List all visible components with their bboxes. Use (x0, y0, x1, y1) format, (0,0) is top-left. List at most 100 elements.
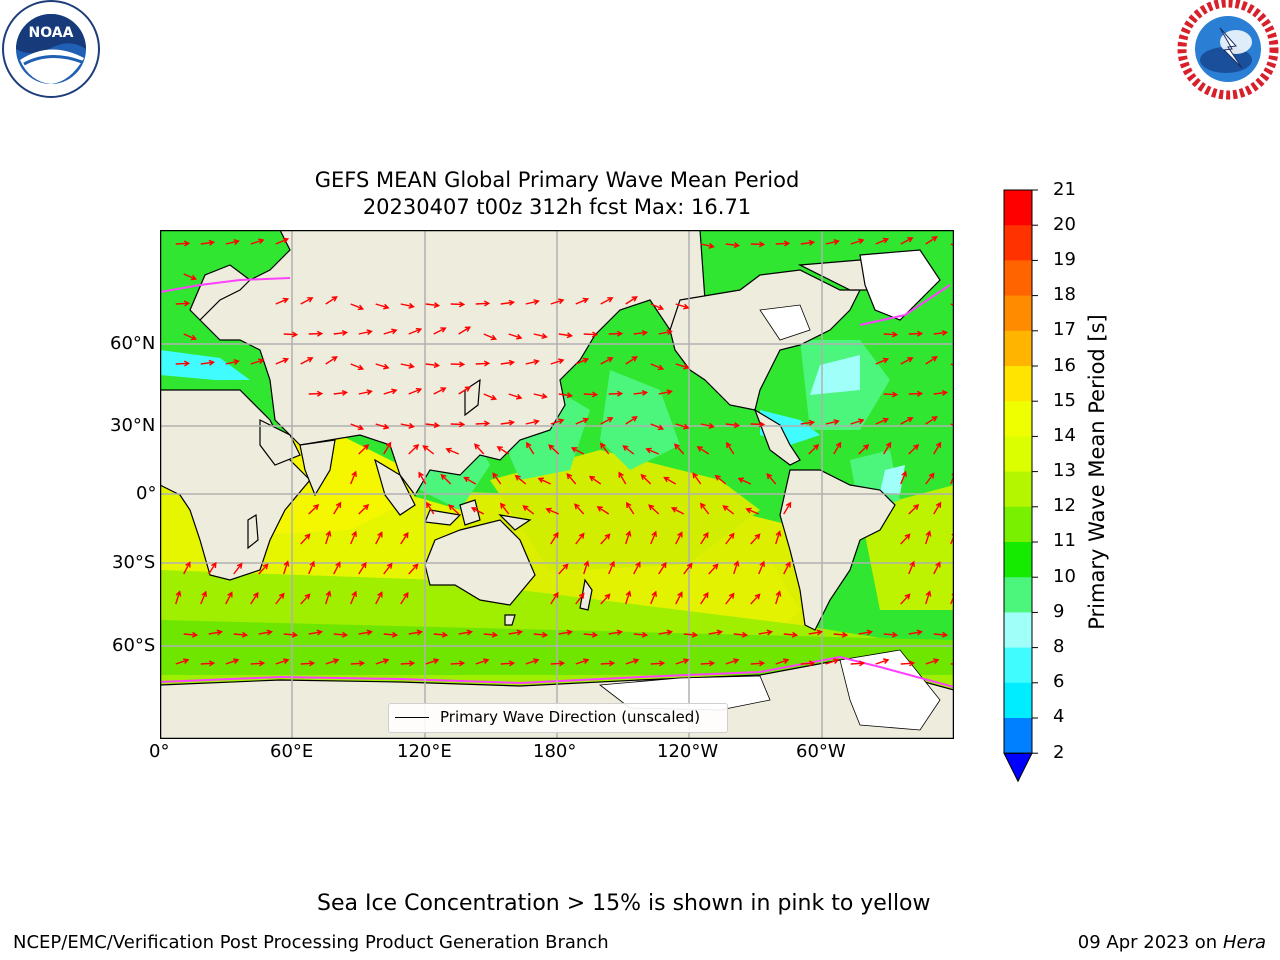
wave-direction-arrow (700, 660, 716, 667)
wave-direction-arrow (683, 562, 693, 575)
y-tick-label: 60°S (112, 635, 156, 656)
wave-direction-arrow (800, 660, 816, 667)
wave-direction-arrow (933, 329, 949, 336)
wave-direction-arrow (750, 660, 766, 667)
colorbar-segment (1004, 260, 1032, 297)
wave-direction-arrow (225, 359, 240, 365)
wave-direction-arrow (658, 629, 673, 636)
wave-direction-arrow (725, 422, 741, 429)
wave-direction-arrow (900, 417, 914, 425)
wave-direction-arrow (925, 530, 932, 545)
wave-direction-arrow (783, 561, 791, 575)
wave-direction-arrow (175, 240, 191, 247)
wave-direction-arrow (640, 473, 652, 485)
wave-direction-arrow (675, 423, 690, 430)
chart-title: GEFS MEAN Global Primary Wave Mean Perio… (314, 168, 800, 192)
wave-direction-arrow (633, 329, 649, 336)
colorbar-segment (1004, 682, 1032, 719)
wave-direction-arrow (633, 561, 641, 575)
wave-direction-arrow (583, 391, 599, 398)
wave-direction-arrow (933, 631, 949, 638)
wave-direction-arrow (600, 297, 614, 305)
wave-direction-arrow (500, 359, 516, 366)
wave-direction-arrow (400, 302, 415, 309)
wave-direction-arrow (183, 333, 198, 341)
wave-direction-arrow (722, 505, 735, 515)
wave-direction-arrow (548, 444, 560, 455)
wave-direction-arrow (608, 560, 615, 575)
wave-direction-arrow (525, 419, 540, 425)
period-field-patterns (160, 335, 954, 690)
chart-subtitle: 20230407 t00z 312h fcst Max: 16.71 (362, 195, 752, 219)
wave-direction-arrow (675, 363, 690, 370)
wave-direction-arrow (908, 443, 920, 455)
credit-line: NCEP/EMC/Verification Post Processing Pr… (13, 932, 609, 953)
wave-direction-arrow (950, 243, 954, 247)
wave-direction-arrow (808, 443, 820, 455)
wave-direction-arrow (800, 419, 816, 426)
wave-direction-arrow (225, 658, 240, 665)
wave-direction-arrow (625, 356, 638, 365)
colorbar-segment (1004, 295, 1032, 332)
wave-direction-arrow (725, 532, 735, 545)
wave-direction-arrow (950, 303, 954, 307)
wave-direction-arrow (558, 563, 569, 575)
wave-direction-arrow (433, 387, 447, 395)
wave-direction-arrow (850, 418, 865, 425)
wave-direction-arrow (500, 419, 516, 426)
sea-ice-edge (160, 277, 954, 688)
wave-direction-arrow (275, 357, 290, 365)
wave-direction-arrow (483, 393, 498, 401)
wave-direction-arrow (200, 239, 216, 246)
wave-direction-arrow (258, 629, 273, 636)
wave-direction-arrow (433, 631, 449, 638)
wave-direction-arrow (633, 389, 649, 396)
wave-direction-arrow (674, 443, 685, 455)
wave-direction-arrows (175, 236, 954, 667)
wave-direction-arrow (675, 591, 683, 605)
wave-direction-arrow (775, 530, 782, 545)
wave-direction-arrow (300, 533, 311, 545)
wave-direction-arrow (696, 446, 710, 455)
wave-direction-arrow (700, 242, 715, 249)
wave-direction-arrow (200, 590, 207, 605)
wave-direction-arrow (545, 507, 560, 515)
colorbar-title: Primary Wave Mean Period [s] (1085, 314, 1109, 630)
wave-direction-arrow (925, 472, 935, 485)
wave-direction-arrow (575, 658, 590, 665)
wave-direction-arrow (808, 629, 823, 636)
wave-direction-arrow (275, 237, 290, 245)
wave-direction-arrow (663, 476, 677, 485)
wave-direction-arrow (183, 631, 199, 638)
colorbar-segment (1004, 471, 1032, 508)
wave-direction-arrow (675, 303, 690, 310)
wave-direction-arrow (383, 388, 398, 395)
wave-direction-arrow (358, 629, 373, 636)
wave-direction-arrow (737, 477, 752, 485)
wave-direction-arrow (375, 363, 390, 370)
wave-direction-arrow (700, 531, 709, 545)
wave-direction-arrow (900, 660, 916, 667)
wave-direction-arrow (933, 441, 942, 455)
wave-direction-arrow (575, 297, 590, 305)
gridlines (160, 230, 954, 739)
wave-direction-arrow (283, 631, 299, 638)
wave-direction-arrow (850, 660, 866, 667)
wave-direction-arrow (750, 533, 761, 545)
svg-text:NOAA: NOAA (29, 25, 74, 41)
wave-direction-arrow (633, 631, 649, 638)
wave-direction-arrow (625, 658, 640, 665)
wave-direction-arrow (325, 296, 338, 305)
wave-direction-arrow (900, 237, 914, 245)
wave-direction-arrow (908, 629, 923, 636)
wave-direction-arrow (908, 560, 915, 575)
wave-direction-arrow (250, 238, 265, 245)
wave-direction-arrow (825, 419, 840, 425)
wave-direction-arrow (608, 330, 624, 337)
wave-direction-arrow (933, 389, 949, 396)
wave-direction-arrow (650, 303, 665, 311)
wave-direction-arrow (350, 470, 357, 485)
wave-direction-arrow (474, 443, 485, 455)
wave-direction-arrow (300, 297, 314, 305)
wave-direction-arrow (375, 658, 390, 665)
